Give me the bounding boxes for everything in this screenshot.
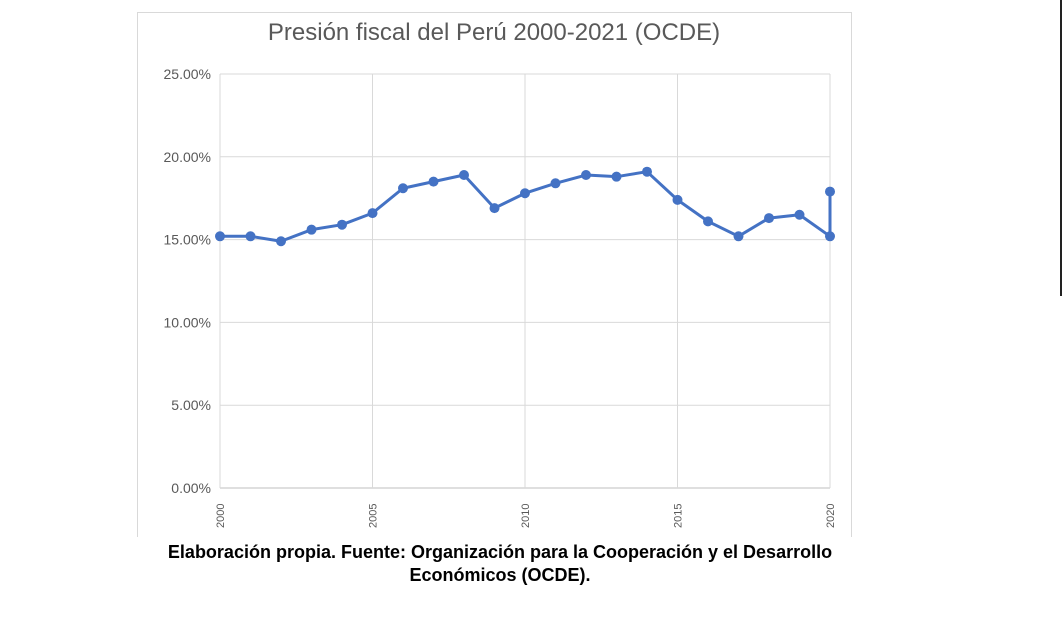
data-point [489, 203, 500, 214]
caption-line-1: Elaboración propia. Fuente: Organización… [167, 542, 833, 562]
y-tick-label: 5.00% [171, 397, 211, 413]
data-point [703, 216, 713, 227]
page-edge-divider [1060, 0, 1062, 296]
x-tick-label: 2010 [520, 504, 532, 528]
y-tick-label: 15.00% [164, 232, 211, 248]
data-point [245, 231, 256, 242]
data-point [215, 231, 225, 242]
chart-title: Presión fiscal del Perú 2000-2021 (OCDE) [268, 19, 720, 46]
caption-line-2: Económicos (OCDE). [409, 565, 591, 585]
y-tick-label: 0.00% [171, 480, 211, 496]
data-point [581, 170, 591, 181]
data-point [642, 166, 652, 177]
data-point [794, 209, 805, 220]
data-point [611, 171, 622, 182]
series-line [220, 170, 832, 243]
data-point [550, 178, 561, 189]
data-point [825, 186, 835, 197]
x-tick-label: 2000 [215, 504, 227, 528]
y-tick-label: 10.00% [164, 314, 211, 330]
figure-caption: Elaboración propia. Fuente: Organización… [40, 541, 960, 587]
data-point [672, 194, 683, 205]
data-point [459, 170, 469, 181]
data-point [306, 224, 317, 235]
data-point [337, 219, 347, 230]
data-point [520, 188, 530, 199]
chart-frame [137, 12, 852, 537]
data-point [398, 183, 408, 194]
data-point [733, 231, 744, 242]
data-point [367, 208, 378, 219]
data-point [825, 231, 835, 242]
y-tick-label: 25.00% [164, 66, 211, 82]
data-point [276, 236, 286, 247]
y-tick-label: 20.00% [164, 149, 211, 165]
line-chart: Presión fiscal del Perú 2000-2021 (OCDE)… [164, 19, 837, 528]
data-point [428, 176, 439, 187]
x-tick-label: 2005 [368, 504, 380, 528]
x-tick-label: 2020 [825, 504, 837, 528]
x-tick-label: 2015 [673, 504, 685, 528]
data-point [764, 213, 774, 224]
